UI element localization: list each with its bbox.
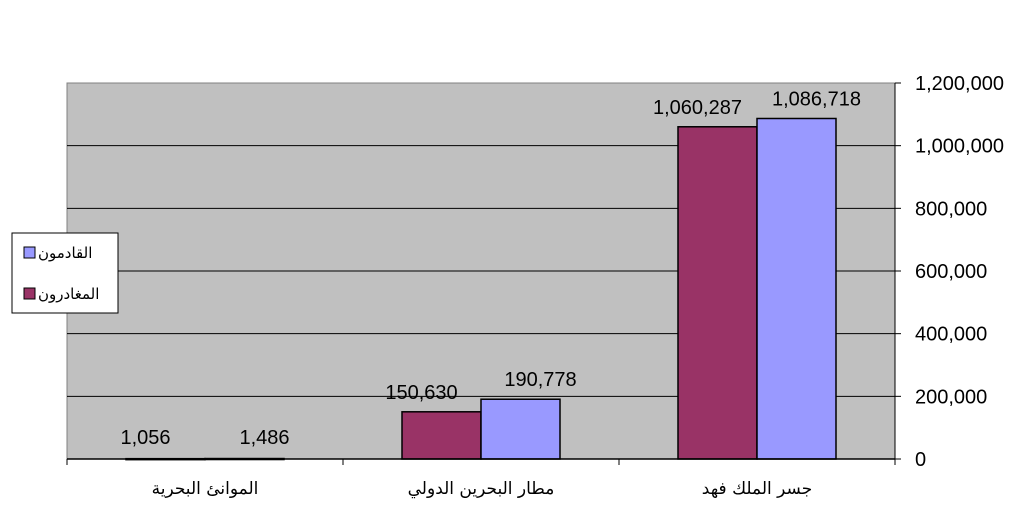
bars — [125, 117, 837, 461]
y-tick-label: 1,000,000 — [915, 136, 1004, 158]
legend-label-arrivals: القادمون — [38, 244, 92, 262]
data-label-departures: 150,630 — [385, 382, 457, 404]
legend-label-departures: المغادرون — [38, 285, 99, 303]
category-label: الموانئ البحرية — [152, 479, 259, 499]
y-tick-label: 600,000 — [915, 261, 987, 283]
bar-departures — [401, 411, 482, 460]
data-label-departures: 1,056 — [120, 427, 170, 449]
data-label-arrivals: 1,086,718 — [772, 88, 861, 110]
axes — [66, 82, 901, 465]
legend-swatch-departures — [23, 287, 36, 300]
data-label-arrivals: 190,778 — [504, 369, 576, 391]
y-tick-label: 800,000 — [915, 198, 987, 220]
y-tick-label: 1,200,000 — [915, 73, 1004, 95]
data-label-arrivals: 1,486 — [239, 427, 289, 449]
y-tick-labels: 0 200,000 400,000 600,000 800,000 1,000,000 1,… — [915, 73, 1004, 471]
data-label-departures: 1,060,287 — [653, 97, 742, 119]
bar-arrivals — [756, 117, 837, 460]
category-label: مطار البحرين الدولي — [408, 479, 555, 499]
category-labels: جسر الملك فهد مطار البحرين الدولي الموانئ … — [152, 479, 813, 499]
y-tick-label: 400,000 — [915, 324, 987, 346]
y-tick-label: 0 — [915, 449, 926, 471]
legend-swatch-arrivals — [23, 246, 36, 259]
bar-arrivals — [480, 398, 561, 460]
bar-departures — [677, 126, 758, 460]
category-label: جسر الملك فهد — [702, 479, 812, 499]
value-labels: 1,060,287 1,086,718 150,630 190,778 1,056 1,4… — [120, 88, 861, 449]
legend: القادمون المغادرون — [11, 232, 119, 314]
y-tick-label: 200,000 — [915, 386, 987, 408]
legend-box — [11, 232, 119, 314]
